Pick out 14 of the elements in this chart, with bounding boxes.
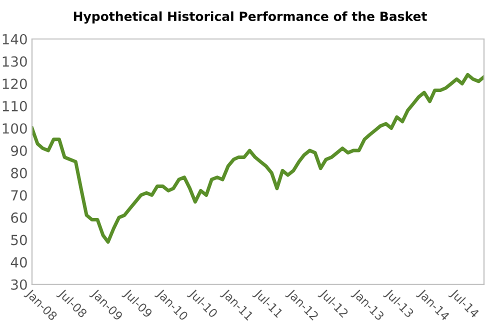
chart-title: Hypothetical Historical Performance of the Basket (74, 11, 427, 24)
y-tick-label: 130 (2, 56, 27, 67)
y-tick-label: 90 (11, 146, 27, 156)
y-tick-label: 110 (2, 100, 27, 112)
y-tick-label: 30 (11, 279, 27, 290)
y-tick-label: 50 (11, 234, 27, 246)
y-tick-label: 60 (11, 212, 27, 223)
line-series (32, 72, 484, 244)
y-tick-label: 140 (2, 34, 27, 44)
y-tick-label: 100 (2, 123, 27, 134)
y-tick-label: 80 (11, 168, 27, 178)
y-tick-label: 70 (11, 190, 27, 201)
y-tick-label: 120 (2, 78, 27, 90)
y-tick-label: 40 (10, 257, 27, 268)
